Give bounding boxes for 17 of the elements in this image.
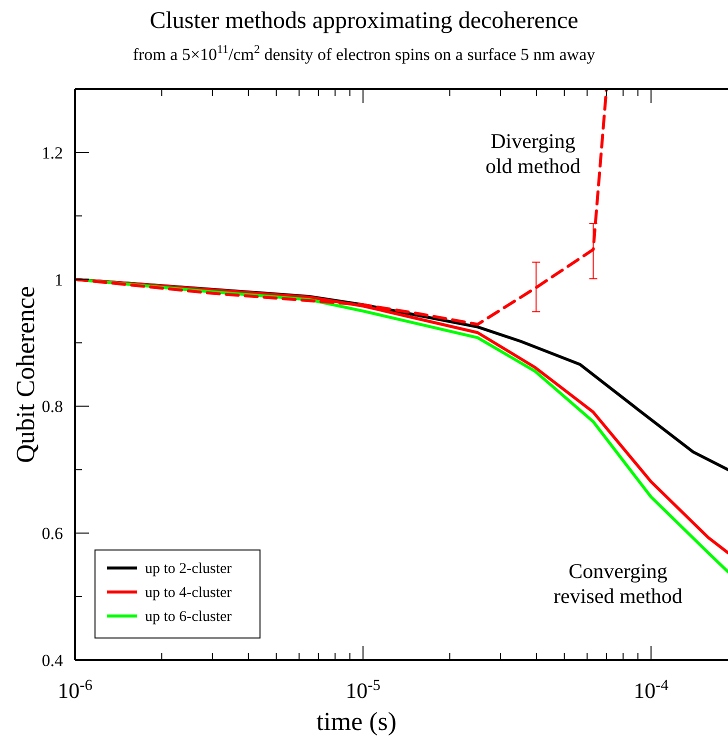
x-axis-title: time (s) (316, 707, 397, 736)
annotation: Converging revised method (554, 559, 683, 608)
y-tick-label: 0.4 (42, 651, 64, 670)
annotation: Diverging old method (485, 129, 582, 178)
x-tick-label: 10$^{-4}$ (634, 676, 669, 703)
x-tick-label: 10$^{-6}$ (58, 676, 93, 703)
legend-label: up to 2-cluster (145, 561, 232, 577)
legend-label: up to 4-cluster (145, 585, 232, 601)
y-tick-label: 1.2 (42, 143, 63, 162)
chart-subtitle: from a 5×10$^{11}$/cm$^{2}$ density of electron spins on a surface 5 nm away (132, 42, 596, 64)
y-axis-title: Qubit Coherence (11, 286, 40, 463)
y-tick-label: 1 (54, 270, 63, 290)
y-tick-label: 0.8 (42, 397, 63, 416)
chart-title: Cluster methods approximating decoherence (150, 8, 578, 34)
x-tick-label: 10$^{-5}$ (346, 676, 381, 703)
y-tick-label: 0.6 (42, 524, 63, 544)
legend-label: up to 6-cluster (145, 609, 232, 625)
